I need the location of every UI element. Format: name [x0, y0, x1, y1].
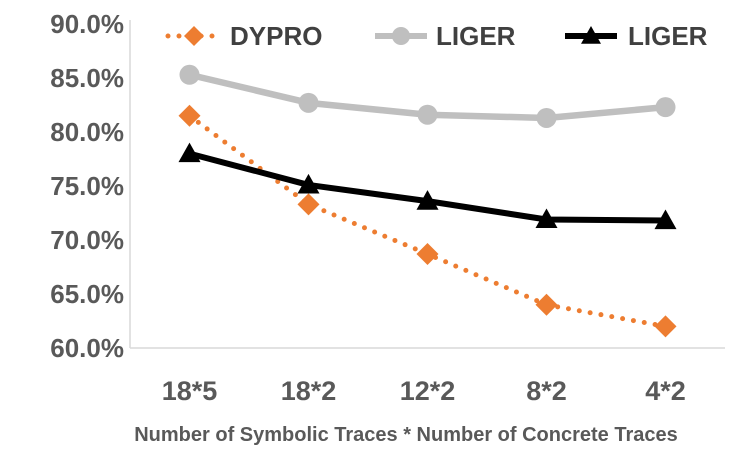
y-tick-label: 60.0%: [50, 333, 124, 363]
legend-item-circle: LIGER: [375, 21, 516, 51]
legend-label: LIGER: [628, 21, 708, 51]
y-tick-label: 65.0%: [50, 279, 124, 309]
y-axis-ticks: 60.0% 65.0% 70.0% 75.0% 80.0% 85.0% 90.0%: [50, 9, 124, 363]
legend-label: DYPRO: [230, 21, 322, 51]
legend-swatch-marker: [184, 26, 204, 46]
x-axis-ticks: 18*5 18*2 12*2 8*2 4*2: [162, 376, 686, 406]
legend-item-triangle: LIGER: [565, 21, 708, 51]
y-tick-label: 70.0%: [50, 225, 124, 255]
y-tick-label: 90.0%: [50, 9, 124, 39]
x-tick-label: 4*2: [645, 376, 686, 406]
data-point-marker: [298, 92, 319, 113]
data-point-marker: [416, 243, 439, 266]
data-point-marker: [178, 104, 201, 127]
data-point-marker: [179, 64, 200, 85]
data-point-marker: [297, 193, 320, 216]
data-point-marker: [655, 97, 676, 118]
x-axis-title: Number of Symbolic Traces * Number of Co…: [134, 424, 678, 446]
series-line: [186, 150, 669, 224]
x-tick-label: 18*2: [281, 376, 337, 406]
legend-swatch-marker: [392, 27, 410, 45]
legend-item-diamond: DYPRO: [165, 21, 322, 51]
x-tick-label: 12*2: [400, 376, 456, 406]
data-point-marker: [416, 190, 439, 210]
data-point-marker: [654, 209, 677, 230]
data-point-marker: [654, 315, 677, 338]
series-group: [178, 64, 677, 338]
legend-swatch-marker: [581, 26, 601, 44]
x-tick-label: 8*2: [526, 376, 567, 406]
series-liger-triangle: [178, 142, 677, 230]
x-tick-label: 18*5: [162, 376, 218, 406]
series-liger-circle: [179, 64, 676, 128]
data-point-marker: [297, 173, 320, 194]
y-tick-label: 75.0%: [50, 171, 124, 201]
axes: [129, 20, 725, 349]
data-point-marker: [536, 107, 557, 128]
data-point-marker: [178, 142, 201, 163]
data-point-marker: [535, 208, 558, 229]
legend: DYPRO LIGER LIGER: [165, 21, 708, 51]
data-point-marker: [417, 104, 438, 125]
data-point-marker: [535, 293, 558, 316]
legend-label: LIGER: [436, 21, 516, 51]
y-tick-label: 85.0%: [50, 63, 124, 93]
y-tick-label: 80.0%: [50, 117, 124, 147]
